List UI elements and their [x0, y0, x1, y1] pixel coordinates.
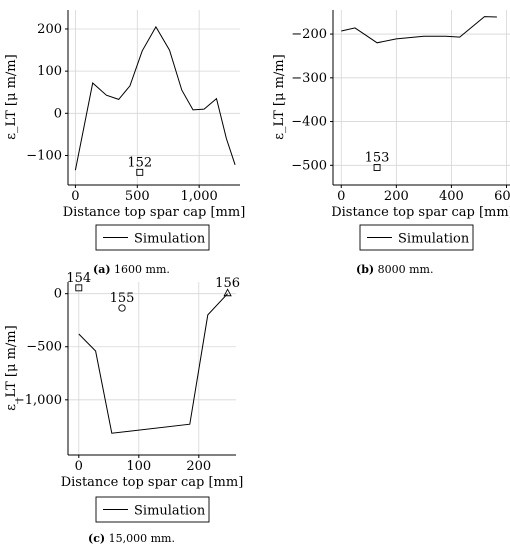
x-axis-label: Distance top spar cap [mm]: [61, 475, 244, 490]
triangle-marker: [223, 288, 232, 297]
legend-label-simulation: Simulation: [398, 232, 470, 247]
y-tick-label: −300: [291, 71, 327, 86]
x-axis-label: Distance top spar cap [mm]: [63, 205, 246, 220]
caption-b-letter: (b): [356, 263, 375, 276]
simulation-series-line: [78, 293, 228, 434]
simulation-series-line: [74, 25, 236, 171]
y-tick-label: −500: [26, 340, 62, 355]
legend-box: [359, 224, 474, 251]
x-tick-label: 200: [186, 459, 211, 474]
chart-panel-b: 0 200 400 600 −500 −400 −300 −200 Distance top s…: [272, 10, 510, 251]
caption-c-letter: (c): [88, 532, 106, 545]
caption-a-text: 1600 mm.: [114, 263, 170, 276]
marker-label: 156: [215, 276, 240, 291]
caption-c-text: 15,000 mm.: [108, 532, 175, 545]
caption-panel-b: (b) 8000 mm.: [356, 263, 433, 276]
x-tick-label: 600: [494, 189, 510, 204]
caption-panel-c: (c) 15,000 mm.: [88, 532, 175, 545]
x-tick-label: 400: [439, 189, 464, 204]
y-tick-label: 0: [54, 106, 62, 121]
x-tick-label: 0: [337, 189, 345, 204]
y-tick-label: −1,000: [14, 393, 62, 408]
square-marker: [75, 284, 83, 292]
marker-label: 153: [365, 151, 390, 166]
circle-marker: [118, 304, 126, 312]
marker-label: 154: [66, 271, 91, 286]
legend-label-simulation: Simulation: [134, 504, 206, 519]
simulation-series-line: [341, 16, 497, 44]
square-marker: [136, 168, 144, 176]
x-tick-label: 1,000: [181, 189, 218, 204]
caption-panel-a: (a) 1600 mm.: [93, 263, 170, 276]
y-tick-label: 200: [37, 22, 62, 37]
x-tick-label: 0: [75, 459, 83, 474]
caption-a-letter: (a): [93, 263, 111, 276]
legend-label-simulation: Simulation: [134, 232, 206, 247]
marker-label: 152: [127, 155, 152, 170]
y-axis-label: ε_LT [μ m/m]: [272, 54, 287, 139]
y-axis-label: ε_LT [μ m/m]: [4, 325, 19, 410]
x-tick-label: 100: [126, 459, 151, 474]
y-tick-label: −500: [291, 158, 327, 173]
y-tick-label: 0: [54, 287, 62, 302]
square-marker: [373, 164, 381, 171]
chart-panel-a: 0 500 1,000 −100 0 100 200 Distance top spar ca…: [4, 10, 246, 251]
y-tick-label: −200: [291, 27, 327, 42]
marker-label: 155: [110, 291, 135, 306]
x-axis-label: Distance top spar cap [mm]: [331, 205, 510, 220]
x-tick-label: 200: [384, 189, 409, 204]
x-tick-label: 0: [71, 189, 79, 204]
y-axis-label: ε_LT [μ m/m]: [4, 54, 19, 139]
x-tick-label: 500: [125, 189, 150, 204]
y-tick-label: −400: [291, 115, 327, 130]
y-tick-label: 100: [37, 64, 62, 79]
caption-b-text: 8000 mm.: [377, 263, 434, 276]
y-tick-label: −100: [26, 148, 62, 163]
